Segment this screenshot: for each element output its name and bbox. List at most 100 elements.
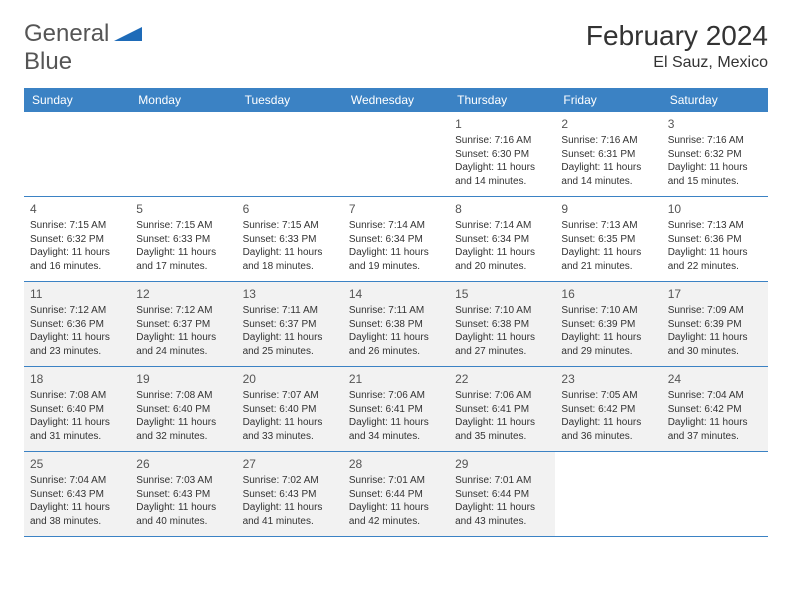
daylight2-line: and 42 minutes. <box>349 515 443 529</box>
day-cell: 9Sunrise: 7:13 AMSunset: 6:35 PMDaylight… <box>555 197 661 281</box>
sunrise-line: Sunrise: 7:04 AM <box>30 474 124 488</box>
day-header: Friday <box>555 88 661 112</box>
sunrise-line: Sunrise: 7:02 AM <box>243 474 337 488</box>
day-cell: 29Sunrise: 7:01 AMSunset: 6:44 PMDayligh… <box>449 452 555 536</box>
daylight1-line: Daylight: 11 hours <box>668 331 762 345</box>
day-cell: 24Sunrise: 7:04 AMSunset: 6:42 PMDayligh… <box>662 367 768 451</box>
day-header: Saturday <box>662 88 768 112</box>
sunrise-line: Sunrise: 7:04 AM <box>668 389 762 403</box>
daylight2-line: and 14 minutes. <box>561 175 655 189</box>
day-cell <box>662 452 768 536</box>
daylight1-line: Daylight: 11 hours <box>455 331 549 345</box>
daylight1-line: Daylight: 11 hours <box>561 246 655 260</box>
sunset-line: Sunset: 6:40 PM <box>30 403 124 417</box>
day-number: 24 <box>668 371 762 387</box>
sunset-line: Sunset: 6:39 PM <box>561 318 655 332</box>
day-cell: 4Sunrise: 7:15 AMSunset: 6:32 PMDaylight… <box>24 197 130 281</box>
day-cell: 16Sunrise: 7:10 AMSunset: 6:39 PMDayligh… <box>555 282 661 366</box>
daylight1-line: Daylight: 11 hours <box>136 331 230 345</box>
sunrise-line: Sunrise: 7:11 AM <box>349 304 443 318</box>
daylight2-line: and 27 minutes. <box>455 345 549 359</box>
day-cell: 1Sunrise: 7:16 AMSunset: 6:30 PMDaylight… <box>449 112 555 196</box>
title-block: February 2024 El Sauz, Mexico <box>586 20 768 72</box>
day-header: Thursday <box>449 88 555 112</box>
sunset-line: Sunset: 6:43 PM <box>136 488 230 502</box>
day-cell <box>130 112 236 196</box>
day-number: 9 <box>561 201 655 217</box>
sunrise-line: Sunrise: 7:01 AM <box>349 474 443 488</box>
day-cell <box>343 112 449 196</box>
day-header: Wednesday <box>343 88 449 112</box>
day-number: 12 <box>136 286 230 302</box>
sunset-line: Sunset: 6:32 PM <box>668 148 762 162</box>
daylight1-line: Daylight: 11 hours <box>349 416 443 430</box>
day-number: 20 <box>243 371 337 387</box>
daylight1-line: Daylight: 11 hours <box>349 501 443 515</box>
daylight2-line: and 19 minutes. <box>349 260 443 274</box>
day-cell: 2Sunrise: 7:16 AMSunset: 6:31 PMDaylight… <box>555 112 661 196</box>
sunset-line: Sunset: 6:31 PM <box>561 148 655 162</box>
sunrise-line: Sunrise: 7:14 AM <box>455 219 549 233</box>
sunrise-line: Sunrise: 7:11 AM <box>243 304 337 318</box>
day-number: 27 <box>243 456 337 472</box>
sunrise-line: Sunrise: 7:01 AM <box>455 474 549 488</box>
day-cell: 10Sunrise: 7:13 AMSunset: 6:36 PMDayligh… <box>662 197 768 281</box>
week-row: 25Sunrise: 7:04 AMSunset: 6:43 PMDayligh… <box>24 452 768 537</box>
daylight2-line: and 20 minutes. <box>455 260 549 274</box>
daylight2-line: and 22 minutes. <box>668 260 762 274</box>
logo-text-block: General Blue <box>24 20 142 76</box>
sunrise-line: Sunrise: 7:16 AM <box>561 134 655 148</box>
sunset-line: Sunset: 6:42 PM <box>561 403 655 417</box>
sunrise-line: Sunrise: 7:15 AM <box>30 219 124 233</box>
daylight1-line: Daylight: 11 hours <box>668 161 762 175</box>
day-cell: 18Sunrise: 7:08 AMSunset: 6:40 PMDayligh… <box>24 367 130 451</box>
sunrise-line: Sunrise: 7:09 AM <box>668 304 762 318</box>
month-title: February 2024 <box>586 20 768 52</box>
daylight2-line: and 15 minutes. <box>668 175 762 189</box>
daylight2-line: and 18 minutes. <box>243 260 337 274</box>
day-cell: 3Sunrise: 7:16 AMSunset: 6:32 PMDaylight… <box>662 112 768 196</box>
daylight1-line: Daylight: 11 hours <box>561 416 655 430</box>
day-number: 1 <box>455 116 549 132</box>
sunrise-line: Sunrise: 7:12 AM <box>30 304 124 318</box>
sunrise-line: Sunrise: 7:07 AM <box>243 389 337 403</box>
daylight1-line: Daylight: 11 hours <box>561 161 655 175</box>
daylight1-line: Daylight: 11 hours <box>561 331 655 345</box>
sunrise-line: Sunrise: 7:16 AM <box>455 134 549 148</box>
day-header: Tuesday <box>237 88 343 112</box>
sunset-line: Sunset: 6:33 PM <box>136 233 230 247</box>
day-header: Monday <box>130 88 236 112</box>
day-number: 11 <box>30 286 124 302</box>
header: General Blue February 2024 El Sauz, Mexi… <box>24 20 768 76</box>
daylight2-line: and 32 minutes. <box>136 430 230 444</box>
daylight2-line: and 16 minutes. <box>30 260 124 274</box>
day-cell: 26Sunrise: 7:03 AMSunset: 6:43 PMDayligh… <box>130 452 236 536</box>
sunrise-line: Sunrise: 7:08 AM <box>136 389 230 403</box>
daylight1-line: Daylight: 11 hours <box>243 246 337 260</box>
daylight1-line: Daylight: 11 hours <box>349 331 443 345</box>
day-cell: 27Sunrise: 7:02 AMSunset: 6:43 PMDayligh… <box>237 452 343 536</box>
day-number: 28 <box>349 456 443 472</box>
day-number: 5 <box>136 201 230 217</box>
logo: General Blue <box>24 20 142 76</box>
location: El Sauz, Mexico <box>586 54 768 72</box>
day-cell: 17Sunrise: 7:09 AMSunset: 6:39 PMDayligh… <box>662 282 768 366</box>
week-row: 18Sunrise: 7:08 AMSunset: 6:40 PMDayligh… <box>24 367 768 452</box>
sunset-line: Sunset: 6:43 PM <box>30 488 124 502</box>
sunset-line: Sunset: 6:39 PM <box>668 318 762 332</box>
day-number: 15 <box>455 286 549 302</box>
daylight2-line: and 40 minutes. <box>136 515 230 529</box>
day-number: 13 <box>243 286 337 302</box>
sunset-line: Sunset: 6:44 PM <box>455 488 549 502</box>
sunrise-line: Sunrise: 7:15 AM <box>243 219 337 233</box>
sunset-line: Sunset: 6:40 PM <box>136 403 230 417</box>
daylight1-line: Daylight: 11 hours <box>136 246 230 260</box>
day-number: 10 <box>668 201 762 217</box>
day-number: 8 <box>455 201 549 217</box>
day-number: 16 <box>561 286 655 302</box>
daylight2-line: and 21 minutes. <box>561 260 655 274</box>
daylight2-line: and 14 minutes. <box>455 175 549 189</box>
sunset-line: Sunset: 6:42 PM <box>668 403 762 417</box>
daylight1-line: Daylight: 11 hours <box>136 416 230 430</box>
day-cell: 23Sunrise: 7:05 AMSunset: 6:42 PMDayligh… <box>555 367 661 451</box>
